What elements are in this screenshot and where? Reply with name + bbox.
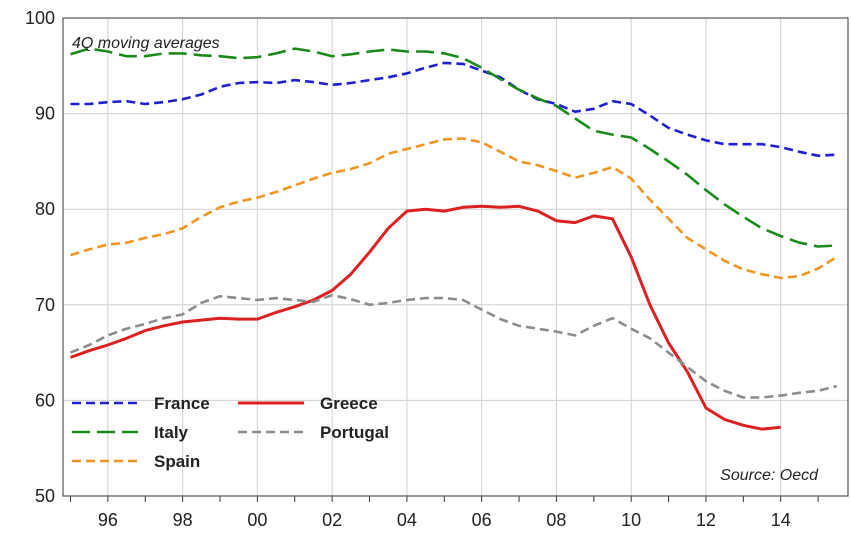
legend-label-italy: Italy — [154, 423, 189, 442]
y-tick-label: 100 — [25, 8, 55, 28]
x-tick-label: 10 — [621, 510, 641, 530]
series-line-portugal — [70, 293, 838, 399]
y-tick-label: 70 — [35, 295, 55, 315]
series-line-spain — [70, 137, 838, 280]
y-tick-label: 80 — [35, 199, 55, 219]
x-tick-label: 96 — [98, 510, 118, 530]
y-tick-label: 90 — [35, 104, 55, 124]
legend-label-france: France — [154, 394, 210, 413]
y-tick-label: 60 — [35, 390, 55, 410]
y-tick-label: 50 — [35, 486, 55, 506]
x-tick-label: 04 — [397, 510, 417, 530]
x-tick-label: 02 — [322, 510, 342, 530]
annotation-top: 4Q moving averages — [72, 35, 220, 52]
x-tick-label: 12 — [696, 510, 716, 530]
legend-label-greece: Greece — [320, 394, 378, 413]
series-line-greece — [69, 204, 781, 431]
x-tick-label: 08 — [546, 510, 566, 530]
x-tick-label: 00 — [247, 510, 267, 530]
legend-label-portugal: Portugal — [320, 423, 389, 442]
plot-frame — [62, 17, 849, 497]
series-line-france — [70, 61, 837, 157]
x-tick-label: 14 — [771, 510, 791, 530]
legend: France Italy Spain Greece Portugal — [72, 394, 389, 471]
series-line-italy — [70, 47, 837, 248]
source-annotation: Source: Oecd — [720, 467, 819, 484]
series-lines — [69, 47, 838, 431]
axes: 50 60 70 80 90 100 96 98 00 02 04 06 08 10 12 14 — [25, 8, 849, 530]
x-tick-label: 06 — [472, 510, 492, 530]
legend-label-spain: Spain — [154, 452, 200, 471]
x-tick-label: 98 — [173, 510, 193, 530]
